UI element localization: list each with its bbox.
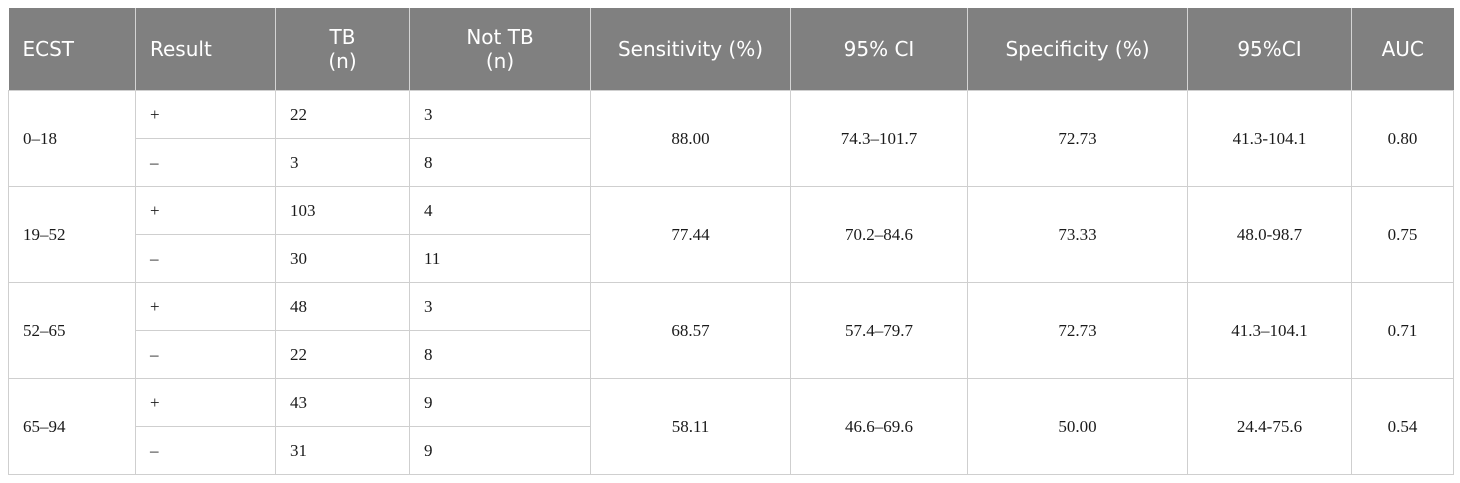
tb-cell: 22 — [275, 90, 410, 139]
header-not-tb-unit: (n) — [485, 49, 515, 73]
results-table: ECST Result TB (n) Not TB (n) Sensitivit… — [8, 8, 1454, 475]
not-tb-cell: 8 — [409, 330, 591, 379]
auc-cell: 0.80 — [1351, 90, 1454, 187]
table-body: 0–18 + 22 3 88.00 74.3–101.7 72.73 41.3-… — [8, 90, 1454, 475]
tb-cell: 22 — [275, 330, 410, 379]
ecst-cell: 65–94 — [8, 378, 136, 475]
ecst-cell: 0–18 — [8, 90, 136, 187]
specificity-ci-cell: 41.3-104.1 — [1187, 90, 1352, 187]
table-row: – 31 9 — [9, 426, 1454, 475]
ecst-cell: 19–52 — [8, 186, 136, 283]
header-specificity-ci: 95%CI — [1187, 8, 1352, 91]
not-tb-cell: 4 — [409, 186, 591, 235]
header-sensitivity: Sensitivity (%) — [590, 8, 791, 91]
sensitivity-cell: 58.11 — [590, 378, 791, 475]
result-cell: + — [135, 186, 276, 235]
table-row: – 30 11 — [9, 234, 1454, 283]
header-not-tb: Not TB (n) — [409, 8, 591, 91]
result-cell: – — [135, 330, 276, 379]
header-ecst-label: ECST — [22, 37, 75, 61]
not-tb-cell: 3 — [409, 90, 591, 139]
table-row: 65–94 + 43 9 58.11 46.6–69.6 50.00 24.4-… — [8, 378, 1454, 475]
sensitivity-cell: 68.57 — [590, 282, 791, 379]
table-row: 19–52 + 103 4 77.44 70.2–84.6 73.33 48.0… — [8, 186, 1454, 283]
tb-cell: 48 — [275, 282, 410, 331]
specificity-cell: 72.73 — [967, 282, 1188, 379]
not-tb-cell: 9 — [409, 378, 591, 427]
not-tb-cell: 3 — [409, 282, 591, 331]
ecst-cell: 52–65 — [8, 282, 136, 379]
not-tb-cell: 8 — [409, 138, 591, 187]
tb-cell: 43 — [275, 378, 410, 427]
table-row: 52–65 + 48 3 68.57 57.4–79.7 72.73 41.3–… — [8, 282, 1454, 379]
header-specificity: Specificity (%) — [967, 8, 1188, 91]
header-sensitivity-ci: 95% CI — [790, 8, 968, 91]
header-tb: TB (n) — [275, 8, 410, 91]
header-result: Result — [135, 8, 276, 91]
tb-cell: 30 — [275, 234, 410, 283]
sensitivity-ci-cell: 57.4–79.7 — [790, 282, 968, 379]
header-not-tb-label: Not TB — [466, 25, 534, 49]
header-ecst: ECST — [8, 8, 136, 91]
specificity-cell: 50.00 — [967, 378, 1188, 475]
header-result-label: Result — [150, 37, 212, 61]
specificity-cell: 72.73 — [967, 90, 1188, 187]
not-tb-cell: 11 — [409, 234, 591, 283]
auc-cell: 0.54 — [1351, 378, 1454, 475]
not-tb-cell: 9 — [409, 426, 591, 475]
tb-cell: 31 — [275, 426, 410, 475]
header-auc: AUC — [1351, 8, 1454, 91]
specificity-ci-cell: 48.0-98.7 — [1187, 186, 1352, 283]
table-row: – 22 8 — [9, 330, 1454, 379]
header-sensitivity-ci-label: 95% CI — [843, 37, 915, 61]
table-header: ECST Result TB (n) Not TB (n) Sensitivit… — [8, 8, 1454, 91]
sensitivity-ci-cell: 70.2–84.6 — [790, 186, 968, 283]
result-cell: + — [135, 282, 276, 331]
header-sensitivity-label: Sensitivity (%) — [617, 37, 764, 61]
header-tb-unit: (n) — [328, 49, 357, 73]
tb-cell: 3 — [275, 138, 410, 187]
result-cell: – — [135, 138, 276, 187]
table-row: 0–18 + 22 3 88.00 74.3–101.7 72.73 41.3-… — [8, 90, 1454, 187]
sensitivity-cell: 88.00 — [590, 90, 791, 187]
specificity-ci-cell: 24.4-75.6 — [1187, 378, 1352, 475]
auc-cell: 0.75 — [1351, 186, 1454, 283]
result-cell: + — [135, 378, 276, 427]
result-cell: + — [135, 90, 276, 139]
specificity-ci-cell: 41.3–104.1 — [1187, 282, 1352, 379]
result-cell: – — [135, 234, 276, 283]
sensitivity-ci-cell: 74.3–101.7 — [790, 90, 968, 187]
sensitivity-cell: 77.44 — [590, 186, 791, 283]
specificity-cell: 73.33 — [967, 186, 1188, 283]
result-cell: – — [135, 426, 276, 475]
auc-cell: 0.71 — [1351, 282, 1454, 379]
header-tb-label: TB — [329, 25, 356, 49]
sensitivity-ci-cell: 46.6–69.6 — [790, 378, 968, 475]
header-specificity-ci-label: 95%CI — [1237, 37, 1302, 61]
tb-cell: 103 — [275, 186, 410, 235]
header-specificity-label: Specificity (%) — [1005, 37, 1150, 61]
header-row: ECST Result TB (n) Not TB (n) Sensitivit… — [8, 8, 1454, 91]
header-auc-label: AUC — [1381, 37, 1424, 61]
